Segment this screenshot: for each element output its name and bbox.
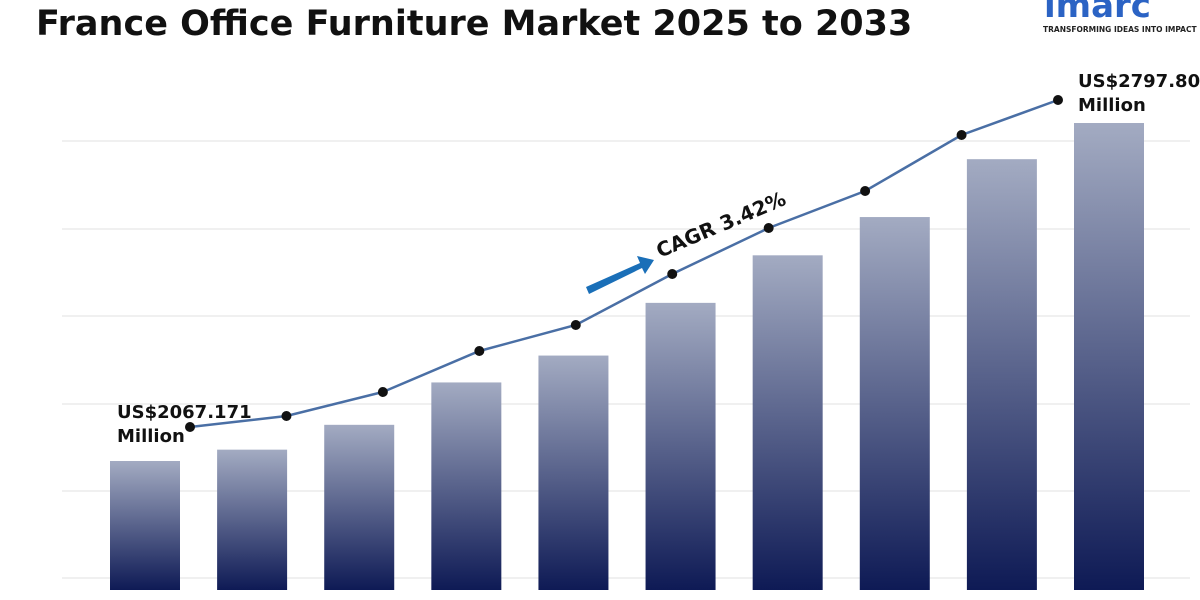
- value-label: US$2797.80 Million: [1078, 71, 1200, 116]
- point: [281, 411, 292, 422]
- trend-line: [189, 98, 1059, 429]
- bar: [217, 449, 288, 590]
- cagr-arrow: [586, 256, 654, 294]
- bar: [110, 461, 180, 590]
- bar: [1074, 123, 1144, 590]
- bar: [324, 424, 395, 590]
- bar: [538, 355, 609, 590]
- point: [474, 345, 485, 356]
- bar: [431, 382, 502, 590]
- point: [860, 185, 871, 196]
- point: [956, 129, 967, 140]
- point: [570, 319, 581, 330]
- bar: [859, 217, 930, 590]
- point: [185, 422, 195, 432]
- bar: [645, 302, 716, 590]
- point: [667, 269, 678, 280]
- logo-tagline: TRANSFORMING IDEAS INTO IMPACT: [1043, 25, 1197, 34]
- value-label: US$2067.171 Million: [117, 402, 252, 447]
- bar: [752, 255, 823, 590]
- chart-title: France Office Furniture Market 2025 to 2…: [36, 4, 913, 44]
- logo: imarc: [1044, 0, 1151, 26]
- point: [377, 386, 388, 397]
- point: [763, 223, 774, 234]
- bar: [966, 159, 1037, 590]
- point: [1053, 95, 1063, 105]
